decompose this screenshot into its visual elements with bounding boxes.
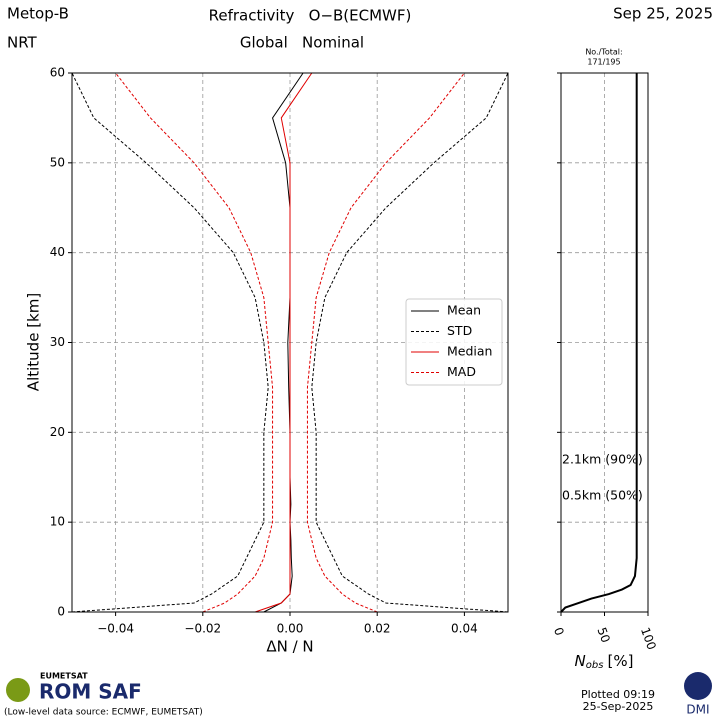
annotation: 2.1km (90%) <box>562 452 643 467</box>
y-tick-label: 10 <box>50 515 65 529</box>
plot-frame <box>71 72 509 613</box>
nobs-label-sub: obs <box>586 660 604 671</box>
x-tick-label: 100 <box>638 625 659 651</box>
series-line <box>560 73 638 613</box>
source: (Low-level data source: ECMWF, EUMETSAT) <box>4 708 203 718</box>
title: Refractivity O−B(ECMWF) <box>209 7 412 25</box>
y-tick-label: 50 <box>50 155 65 169</box>
count: 171/195 <box>587 58 620 67</box>
legend-label: Median <box>447 344 492 359</box>
x-tick-label: 0 <box>551 625 567 637</box>
series-line <box>311 72 509 613</box>
mode: NRT <box>7 34 38 52</box>
x-tick-label: −0.02 <box>184 622 221 636</box>
annotation: 0.5km (50%) <box>562 488 643 503</box>
x-tick-label: 50 <box>594 625 612 644</box>
plot-frame <box>560 72 649 613</box>
plotted: Plotted 09:19 <box>581 688 655 701</box>
x-tick-label: −0.04 <box>97 622 134 636</box>
satellite: Metop-B <box>7 5 69 23</box>
romsaf: ROM SAF <box>39 680 142 704</box>
romsaf-logo <box>6 678 30 702</box>
nobs-label: Nobs [%] <box>575 652 634 672</box>
series-line <box>254 72 313 613</box>
series-line <box>71 72 269 613</box>
nobs-label-n: N <box>575 652 586 670</box>
eumetsat: EUMETSAT <box>40 672 88 681</box>
legend-label: MAD <box>447 364 476 379</box>
x-tick-label: 0.02 <box>364 622 391 636</box>
y-tick-label: 40 <box>50 245 65 259</box>
nobs-label-unit: [%] <box>607 652 633 670</box>
y-tick-label: 60 <box>50 66 65 80</box>
legend <box>405 298 503 386</box>
dmi-logo <box>684 672 712 700</box>
y-label: Altitude [km] <box>25 293 43 391</box>
y-tick-label: 0 <box>57 605 65 619</box>
x-tick-label: 0.04 <box>451 622 478 636</box>
legend-label: Mean <box>447 303 481 318</box>
dmi: DMI <box>686 703 709 717</box>
subtitle: Global Nominal <box>240 34 364 52</box>
y-tick-label: 20 <box>50 425 65 439</box>
series-line <box>115 72 274 613</box>
date: Sep 25, 2025 <box>613 5 713 23</box>
x-label: ΔN / N <box>266 638 313 656</box>
x-tick-label: 0.00 <box>277 622 304 636</box>
y-tick-label: 30 <box>50 335 65 349</box>
series-line <box>306 72 465 613</box>
count-title: No./Total: <box>585 48 622 57</box>
plot-date: 25-Sep-2025 <box>583 700 654 713</box>
legend-label: STD <box>447 323 472 338</box>
